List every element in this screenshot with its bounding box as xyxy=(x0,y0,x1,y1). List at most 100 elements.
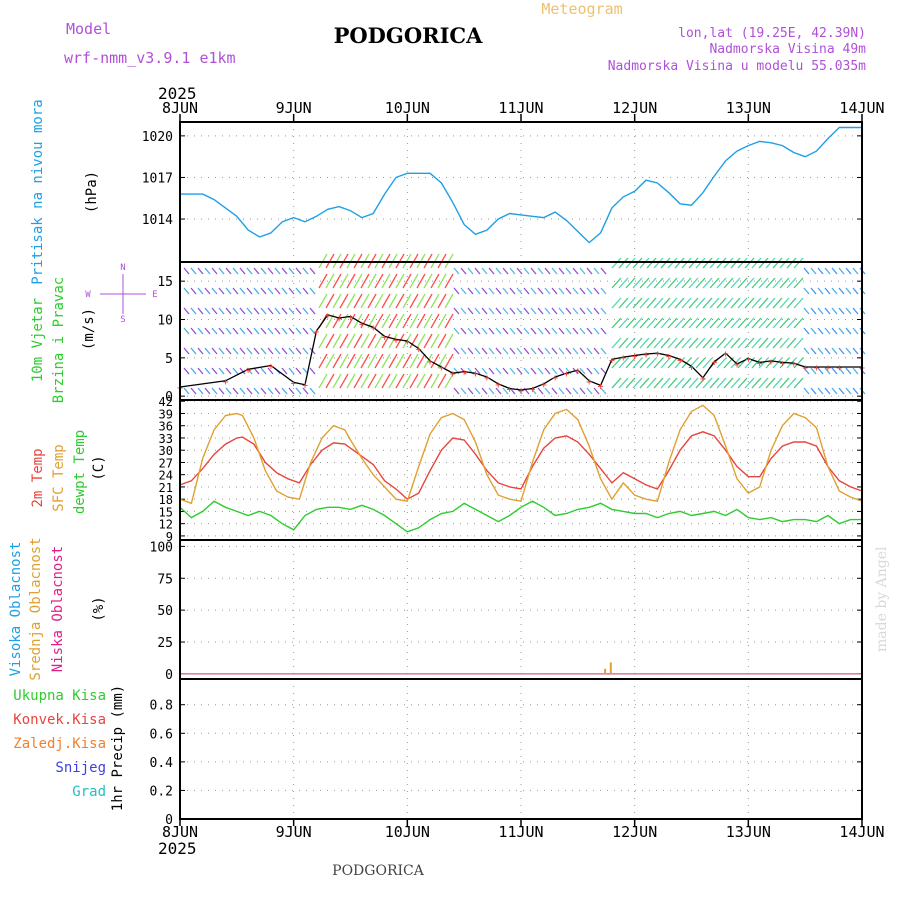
wind-arrow xyxy=(444,273,454,289)
wind-arrow xyxy=(565,387,572,395)
wind-arrow xyxy=(674,277,685,289)
wind-arrow xyxy=(653,297,664,309)
x-year-top: 2025 xyxy=(158,84,197,103)
temperature-ytick-label: 24 xyxy=(159,469,173,483)
wind-arrow xyxy=(772,337,783,349)
wind-arrow xyxy=(579,387,586,395)
wind-arrow xyxy=(845,307,852,315)
wind-gust-marker: + xyxy=(359,319,365,330)
wind-arrow xyxy=(625,377,636,389)
wind-gust-marker: + xyxy=(484,373,490,384)
wind-arrow xyxy=(253,387,260,395)
wind-gust-marker: + xyxy=(802,363,808,374)
wind-arrow xyxy=(430,313,440,329)
wind-arrow xyxy=(395,293,405,309)
wind-arrow xyxy=(660,297,671,309)
wind-arrow xyxy=(318,373,328,389)
wind-arrow xyxy=(474,327,481,335)
wind-arrow xyxy=(267,307,274,315)
wind-arrow xyxy=(709,337,720,349)
wind-arrow xyxy=(779,277,790,289)
precip-ylabel: 1hr Precip (mm) xyxy=(110,685,126,811)
wind-gust-marker: + xyxy=(598,381,604,392)
wind-arrow xyxy=(558,287,565,295)
wind-arrow xyxy=(660,357,671,369)
wind-arrow xyxy=(325,273,335,289)
wind-gust-marker: + xyxy=(495,380,501,391)
wind-arrow xyxy=(572,347,579,355)
wind-arrow xyxy=(586,327,593,335)
wind-arrow xyxy=(667,317,678,329)
wind-arrow xyxy=(530,267,537,275)
wind-arrow xyxy=(495,267,502,275)
wind-arrow xyxy=(695,337,706,349)
wind-arrow xyxy=(388,293,398,309)
wind-arrow xyxy=(416,293,426,309)
wind-arrow xyxy=(204,387,211,395)
wind-arrow xyxy=(395,273,405,289)
cloud-ytick-label: 0 xyxy=(165,668,173,683)
wind-arrow xyxy=(302,267,309,275)
wind-arrow xyxy=(723,297,734,309)
wind-arrow xyxy=(558,307,565,315)
wind-arrow xyxy=(716,297,727,309)
wind-arrow xyxy=(632,277,643,289)
wind-arrow xyxy=(772,357,783,369)
wind-arrow xyxy=(302,347,309,355)
xtick-label-top: 14JUN xyxy=(839,99,884,117)
wind-arrow xyxy=(204,307,211,315)
model-name: wrf-nmm_v3.9.1 e1km xyxy=(64,49,236,67)
wind-arrow xyxy=(810,307,817,315)
wind-arrow xyxy=(288,287,295,295)
wind-arrow xyxy=(586,367,593,375)
wind-arrow xyxy=(758,277,769,289)
wind-arrow xyxy=(190,307,197,315)
wind-arrow xyxy=(716,317,727,329)
cloud-ytick-label: 100 xyxy=(150,540,173,555)
wind-arrow xyxy=(758,377,769,389)
wind-arrow xyxy=(467,287,474,295)
wind-arrow xyxy=(838,367,845,375)
wind-arrow xyxy=(803,327,810,335)
wind-arrow xyxy=(558,367,565,375)
wind-arrow xyxy=(758,337,769,349)
wind-arrow xyxy=(646,377,657,389)
wind-arrow xyxy=(444,313,454,329)
wind-arrow xyxy=(416,333,426,349)
wind-arrow xyxy=(325,333,335,349)
wind-gust-marker: + xyxy=(291,378,297,389)
pressure-units: (hPa) xyxy=(84,171,100,213)
wind-arrow xyxy=(810,267,817,275)
wind-arrow xyxy=(758,357,769,369)
wind-arrow xyxy=(530,347,537,355)
wind-arrow xyxy=(374,373,384,389)
wind-arrow xyxy=(674,357,685,369)
wind-arrow xyxy=(772,317,783,329)
pressure-ytick-label: 1017 xyxy=(142,171,173,186)
wind-arrow xyxy=(593,367,600,375)
wind-arrow xyxy=(824,367,831,375)
wind-gust-marker: + xyxy=(427,357,433,368)
wind-arrow xyxy=(332,373,342,389)
wind-arrow xyxy=(772,297,783,309)
wind-arrow xyxy=(260,387,267,395)
wind-arrow xyxy=(346,293,356,309)
wind-arrow xyxy=(460,327,467,335)
wind-arrow xyxy=(530,287,537,295)
wind-arrow xyxy=(423,373,433,389)
wind-arrow xyxy=(723,277,734,289)
wind-arrow xyxy=(625,317,636,329)
wind-arrow xyxy=(817,287,824,295)
wind-units: (m/s) xyxy=(81,308,97,350)
wind-arrow xyxy=(625,297,636,309)
wind-arrow xyxy=(444,333,454,349)
wind-arrow xyxy=(274,287,281,295)
wind-arrow xyxy=(225,267,232,275)
wind-arrow xyxy=(395,313,405,329)
wind-arrow xyxy=(544,267,551,275)
wind-arrow xyxy=(758,297,769,309)
wind-arrow xyxy=(845,267,852,275)
wind-arrow xyxy=(267,387,274,395)
wind-arrow xyxy=(346,273,356,289)
wind-arrow xyxy=(430,373,440,389)
